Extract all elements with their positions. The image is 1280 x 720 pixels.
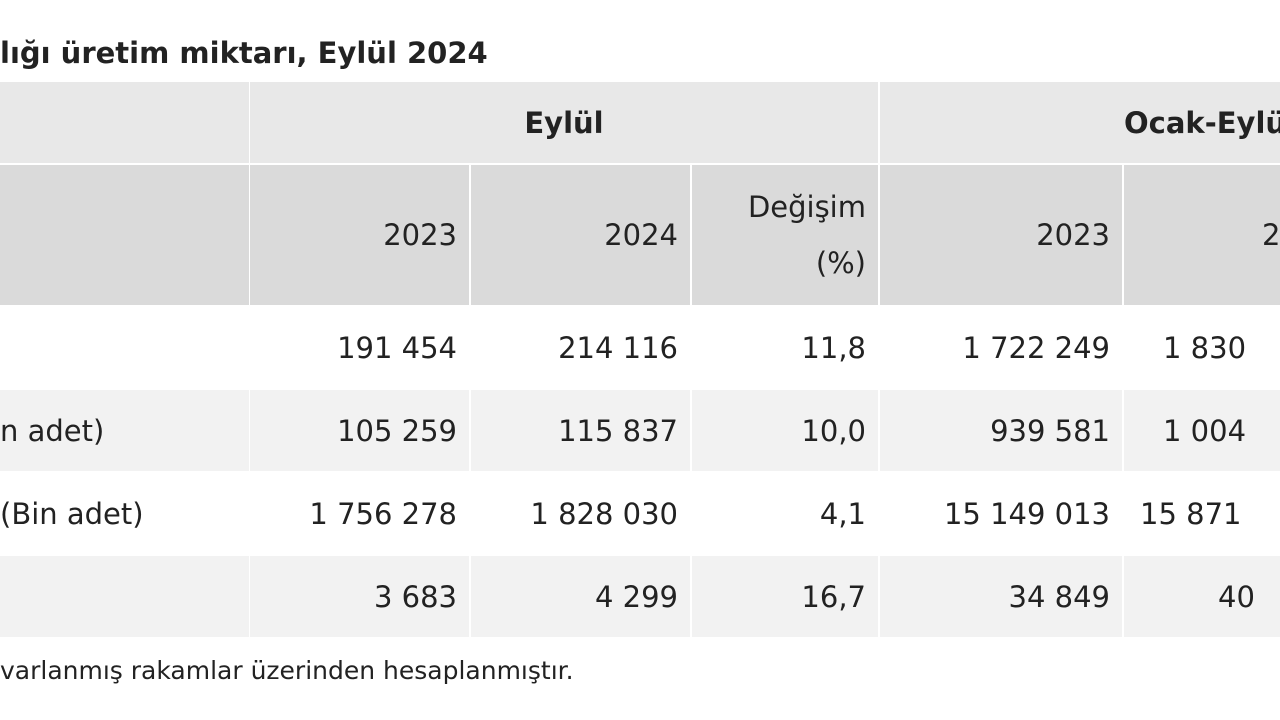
row-label: (Bin adet) [0, 473, 249, 554]
data-cell: 115 837 [471, 390, 690, 471]
table-title: lığı üretim miktarı, Eylül 2024 [0, 36, 488, 70]
data-cell: 16,7 [692, 556, 878, 637]
column-header: 2023 [250, 165, 469, 305]
column-header: 2023 [880, 165, 1122, 305]
data-cell: 15 149 013 [880, 473, 1122, 554]
row-label: n adet) [0, 390, 249, 471]
column-header: 2 [1124, 165, 1280, 305]
row-label [0, 307, 249, 388]
row-label [0, 556, 249, 637]
header-cell [0, 82, 249, 163]
data-cell: 4,1 [692, 473, 878, 554]
header-cell [0, 165, 249, 305]
data-cell: 34 849 [880, 556, 1122, 637]
data-cell: 105 259 [250, 390, 469, 471]
group-header: Eylül [250, 82, 878, 163]
column-header: Değişim (%) [692, 165, 878, 305]
data-cell: 1 828 030 [471, 473, 690, 554]
data-cell: 1 722 249 [880, 307, 1122, 388]
data-cell: 11,8 [692, 307, 878, 388]
data-cell: 1 756 278 [250, 473, 469, 554]
data-cell: 939 581 [880, 390, 1122, 471]
data-cell: 15 871 [1124, 473, 1280, 554]
data-cell: 10,0 [692, 390, 878, 471]
data-cell: 1 830 [1124, 307, 1280, 388]
group-header: Ocak-Eylü [880, 82, 1280, 163]
column-header: 2024 [471, 165, 690, 305]
data-cell: 4 299 [471, 556, 690, 637]
footnote: varlanmış rakamlar üzerinden hesaplanmış… [0, 656, 574, 685]
data-cell: 214 116 [471, 307, 690, 388]
data-cell: 191 454 [250, 307, 469, 388]
data-cell: 3 683 [250, 556, 469, 637]
data-cell: 1 004 [1124, 390, 1280, 471]
data-cell: 40 [1124, 556, 1280, 637]
